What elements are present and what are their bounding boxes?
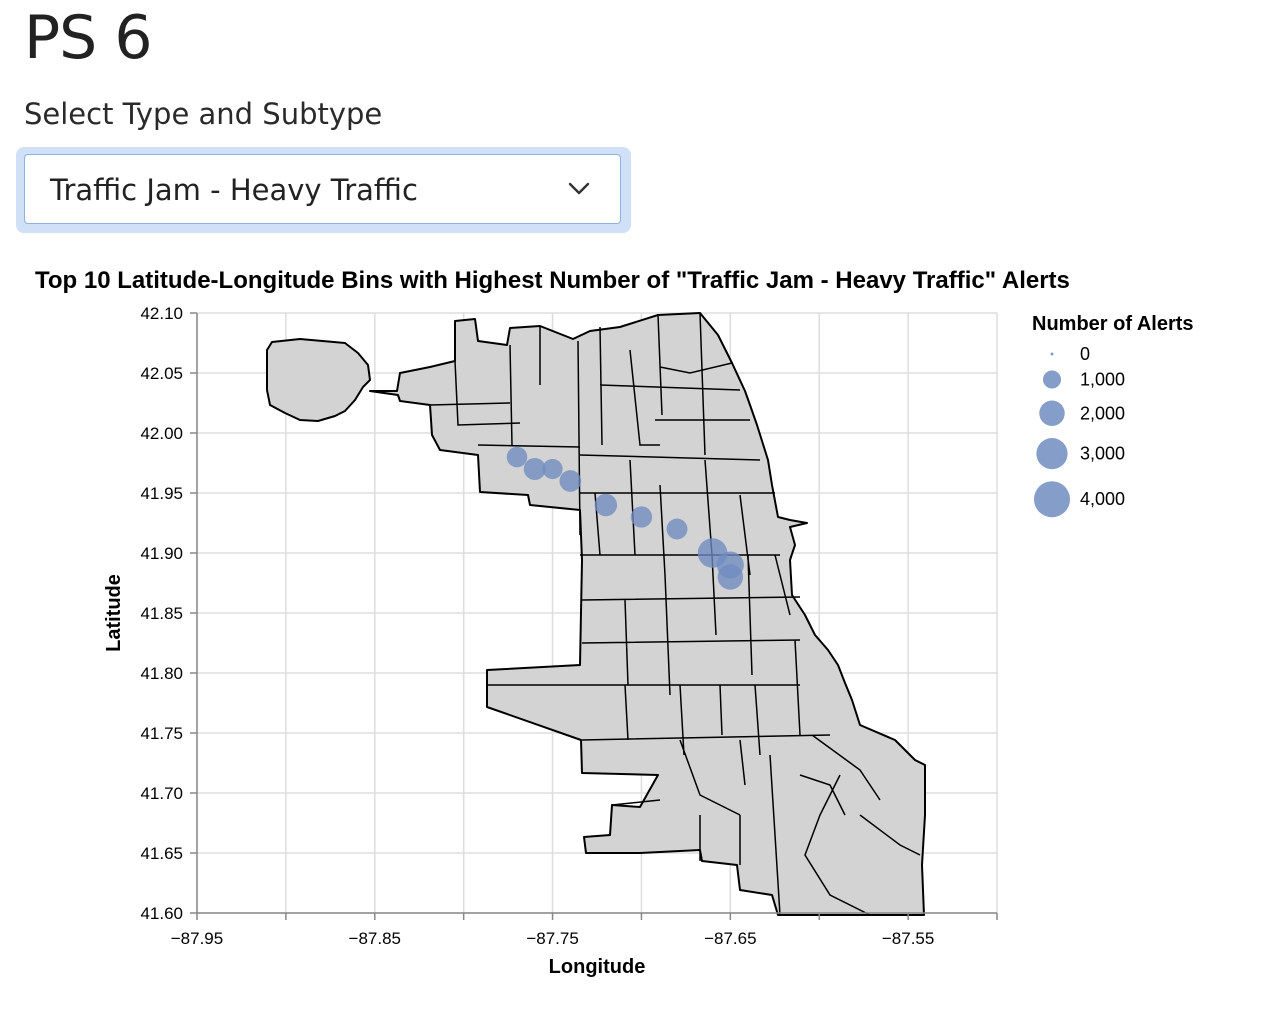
city-outline: [267, 339, 370, 421]
legend-label: 4,000: [1080, 489, 1125, 509]
y-tick-label: 42.05: [140, 364, 183, 383]
legend-symbol: [1039, 401, 1064, 426]
legend-symbol: [1034, 481, 1070, 517]
y-tick-label: 41.65: [140, 844, 183, 863]
alert-point: [718, 564, 743, 589]
legend-label: 2,000: [1080, 403, 1125, 423]
city-outline-main: [370, 313, 925, 915]
alert-point: [559, 470, 581, 492]
size-legend: Number of Alerts 0 1,000 2,000 3,000 4,000: [1032, 313, 1194, 517]
y-tick-label: 42.00: [140, 424, 183, 443]
x-tick-label: −87.85: [349, 929, 401, 948]
y-tick-label: 41.70: [140, 784, 183, 803]
chart-title: Top 10 Latitude-Longitude Bins with High…: [35, 267, 1070, 294]
alert-point: [631, 506, 652, 527]
x-tick-label: −87.55: [882, 929, 934, 948]
alert-point: [542, 459, 562, 479]
type-subtype-label: Select Type and Subtype: [24, 96, 382, 132]
type-subtype-select-focus-ring: Traffic Jam - Heavy Traffic: [16, 147, 631, 233]
x-tick-label: −87.65: [704, 929, 756, 948]
alerts-map-chart: Top 10 Latitude-Longitude Bins with High…: [0, 255, 1272, 1015]
y-tick-label: 41.95: [140, 484, 183, 503]
y-tick-label: 41.75: [140, 724, 183, 743]
x-tick-label: −87.75: [526, 929, 578, 948]
y-tick-label: 42.10: [140, 304, 183, 323]
type-subtype-select[interactable]: Traffic Jam - Heavy Traffic: [24, 154, 621, 224]
y-tick-label: 41.80: [140, 664, 183, 683]
legend-title: Number of Alerts: [1032, 313, 1194, 335]
x-axis-title: Longitude: [549, 956, 646, 978]
chicago-basemap: [267, 313, 925, 915]
alert-point: [507, 447, 528, 468]
y-tick-label: 41.90: [140, 544, 183, 563]
legend-label: 1,000: [1080, 370, 1125, 390]
legend-symbol: [1036, 438, 1067, 469]
alert-point: [667, 519, 688, 540]
chevron-down-icon[interactable]: [568, 181, 590, 197]
alert-point: [595, 494, 617, 516]
legend-symbol: [1043, 370, 1061, 388]
legend-label: 0: [1080, 344, 1090, 364]
page-title: PS 6: [24, 0, 152, 76]
x-tick-label: −87.95: [171, 929, 223, 948]
legend-symbol: [1051, 353, 1054, 356]
legend-label: 3,000: [1080, 444, 1125, 464]
y-tick-label: 41.85: [140, 604, 183, 623]
selected-value: Traffic Jam - Heavy Traffic: [50, 171, 418, 209]
y-axis-title: Latitude: [103, 574, 125, 652]
y-tick-label: 41.60: [140, 904, 183, 923]
